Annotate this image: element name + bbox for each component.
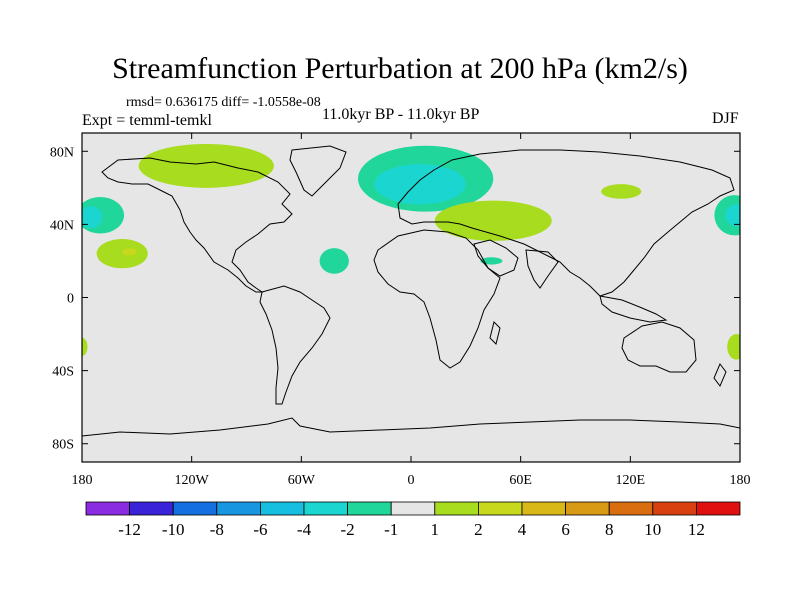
colorbar-label: -10 bbox=[162, 520, 185, 539]
colorbar-label: 2 bbox=[474, 520, 483, 539]
anomaly-central-asia-positive bbox=[434, 200, 552, 241]
x-tick-label: 60W bbox=[288, 473, 316, 488]
x-tick-label: 0 bbox=[408, 473, 415, 488]
colorbar-swatch bbox=[172, 501, 218, 516]
coastline-india bbox=[525, 249, 559, 289]
colorbar-swatch bbox=[565, 501, 610, 516]
coastline-antarctica bbox=[82, 417, 740, 437]
anomaly-north-america-arctic-positive bbox=[138, 143, 274, 188]
anomaly-east-asia-positive bbox=[601, 184, 642, 199]
coastline-new-zealand bbox=[713, 363, 727, 387]
period-label: 11.0kyr BP - 11.0kyr BP bbox=[322, 106, 480, 123]
coastline-north-america bbox=[101, 157, 293, 293]
colorbar-label: 12 bbox=[688, 520, 705, 539]
coastline-madagascar bbox=[489, 321, 501, 345]
anomaly-south-pacific-east-positive bbox=[82, 337, 88, 356]
colorbar-swatch bbox=[608, 501, 654, 516]
y-tick-label: 40S bbox=[52, 365, 74, 380]
coastline-greenland bbox=[289, 145, 347, 197]
coastline-south-america bbox=[259, 285, 331, 405]
colorbar-swatch bbox=[85, 501, 130, 516]
anomaly-subtropical-pacific-positive-core bbox=[122, 248, 137, 256]
colorbar-label: 8 bbox=[605, 520, 614, 539]
y-tick-label: 80S bbox=[52, 438, 74, 453]
coastline-australia bbox=[621, 321, 697, 373]
colorbar: -12 -10 -8 -6 -4 -2 -1 1 2 4 6 8 10 12 bbox=[85, 501, 741, 539]
y-tick-label: 40N bbox=[50, 218, 74, 233]
y-tick-label: 80N bbox=[50, 145, 74, 160]
colorbar-label: 4 bbox=[518, 520, 527, 539]
anomaly-north-pacific-west-negative-core bbox=[725, 204, 740, 227]
x-tick-label: 180 bbox=[72, 473, 93, 488]
colorbar-label: -1 bbox=[384, 520, 398, 539]
colorbar-swatch bbox=[259, 501, 305, 516]
colorbar-label: -6 bbox=[253, 520, 267, 539]
anomaly-subtropical-atlantic-negative bbox=[319, 248, 349, 274]
coastline-maritime-asia bbox=[599, 295, 668, 323]
colorbar-swatch bbox=[390, 501, 436, 516]
x-tick-label: 60E bbox=[509, 473, 532, 488]
colorbar-label: -8 bbox=[210, 520, 224, 539]
anomaly-south-pacific-west-positive bbox=[727, 334, 740, 360]
colorbar-label: -4 bbox=[297, 520, 312, 539]
rmsd-diff-stats: rmsd= 0.636175 diff= -1.0558e-08 bbox=[126, 95, 321, 110]
colorbar-swatch bbox=[477, 501, 523, 516]
coastline-eurasia bbox=[397, 149, 735, 297]
season-label: DJF bbox=[712, 110, 739, 127]
colorbar-swatch bbox=[521, 501, 566, 516]
colorbar-label: 10 bbox=[644, 520, 661, 539]
colorbar-swatch bbox=[216, 501, 261, 516]
x-tick-label: 120E bbox=[616, 473, 646, 488]
colorbar-swatch bbox=[434, 501, 479, 516]
colorbar-swatch bbox=[652, 501, 697, 516]
colorbar-swatch bbox=[129, 501, 174, 516]
colorbar-swatch bbox=[696, 501, 741, 516]
colorbar-swatch bbox=[347, 501, 392, 516]
coastline-africa bbox=[373, 229, 501, 369]
colorbar-label: 1 bbox=[431, 520, 440, 539]
x-tick-label: 180 bbox=[730, 473, 751, 488]
coastline-arabia bbox=[473, 239, 519, 277]
colorbar-swatch bbox=[303, 501, 348, 516]
colorbar-label: 6 bbox=[561, 520, 570, 539]
y-tick-label: 0 bbox=[67, 292, 74, 307]
colorbar-label: -12 bbox=[118, 520, 141, 539]
anomaly-subtropical-pacific-positive bbox=[96, 239, 148, 269]
anomaly-layer bbox=[82, 143, 740, 360]
anomaly-north-atlantic-europe-negative-core bbox=[374, 164, 466, 205]
chart-title: Streamfunction Perturbation at 200 hPa (… bbox=[112, 52, 688, 85]
coastline-layer bbox=[82, 145, 740, 437]
anomaly-arabia-negative bbox=[480, 257, 503, 265]
x-tick-label: 120W bbox=[175, 473, 210, 488]
colorbar-label: -2 bbox=[341, 520, 355, 539]
axis-ticks: 180 120W 60W 0 60E 120E 180 80N 40N 0 40S 80S bbox=[50, 133, 751, 488]
experiment-label: Expt = temml-temkl bbox=[82, 112, 212, 129]
anomaly-north-pacific-east-negative-core bbox=[82, 206, 103, 229]
